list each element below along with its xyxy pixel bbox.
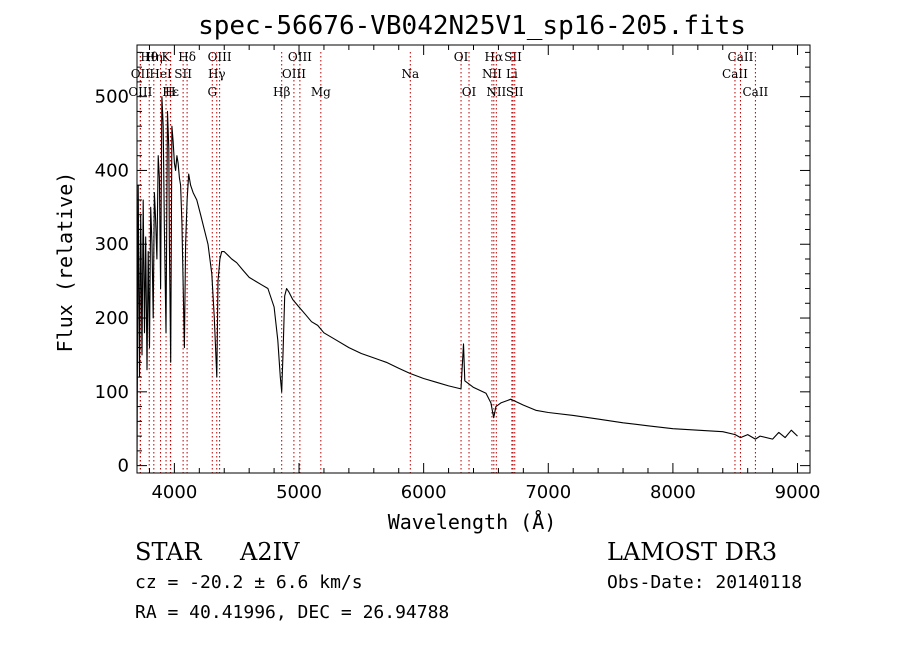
line-label: Hα [485,50,504,64]
survey-name: LAMOST DR3 [607,538,778,566]
line-label: CaII [722,67,748,81]
x-axis-label: Wavelength (Å) [388,510,557,534]
line-label: CaII [742,85,768,99]
x-tick-label: 8000 [650,482,696,503]
line-label: OIII [282,67,306,81]
line-label: OIII [128,85,152,99]
line-label: CaII [728,50,754,64]
line-label: OIII [288,50,312,64]
line-label: SII [504,50,522,64]
line-label: SII [506,85,524,99]
line-label: SII [174,67,192,81]
x-tick-label: 4000 [151,482,197,503]
y-tick-label: 0 [118,456,129,477]
y-tick-label: 200 [95,308,129,329]
x-tick-label: 7000 [525,482,571,503]
line-label: OIII [208,50,232,64]
line-label: OI [454,50,469,64]
y-tick-label: 500 [95,87,129,108]
line-label: Hδ [178,50,196,64]
line-label: OII [131,67,151,81]
line-label: HeI [149,67,172,81]
x-tick-label: 5000 [276,482,322,503]
plot-frame [136,44,811,474]
line-label: H [165,85,175,99]
line-label: Hη [145,50,163,64]
line-label: NII [482,67,502,81]
y-tick-label: 400 [95,160,129,181]
object-class: STAR [135,538,202,566]
line-label: NII [486,85,506,99]
line-label: G [207,85,217,99]
y-tick-label: 300 [95,234,129,255]
line-label: Hγ [208,67,226,81]
redshift-velocity: cz = -20.2 ± 6.6 km/s [135,572,363,593]
line-label: Li [506,67,518,81]
y-axis-label: Flux (relative) [53,172,77,353]
axis-ticks: 4000 5000 6000 7000 8000 9000 0 100 200 300 400 500 [95,45,821,503]
y-tick-label: 100 [95,382,129,403]
x-tick-label: 6000 [401,482,447,503]
sky-coordinates: RA = 40.41996, DEC = 26.94788 [135,602,450,623]
spectrum-layer [136,96,798,466]
line-label: Na [401,67,419,81]
line-label: OI [462,85,477,99]
line-label: Mg [311,85,331,99]
observation-date: Obs-Date: 20140118 [607,572,803,593]
line-label: K [162,50,172,64]
line-label: Hβ [273,85,290,99]
chart-title: spec-56676-VB042N25V1_sp16-205.fits [198,11,746,41]
x-tick-label: 9000 [775,482,821,503]
spectrum-series-line [136,96,798,466]
object-subclass: A2IV [240,538,300,566]
